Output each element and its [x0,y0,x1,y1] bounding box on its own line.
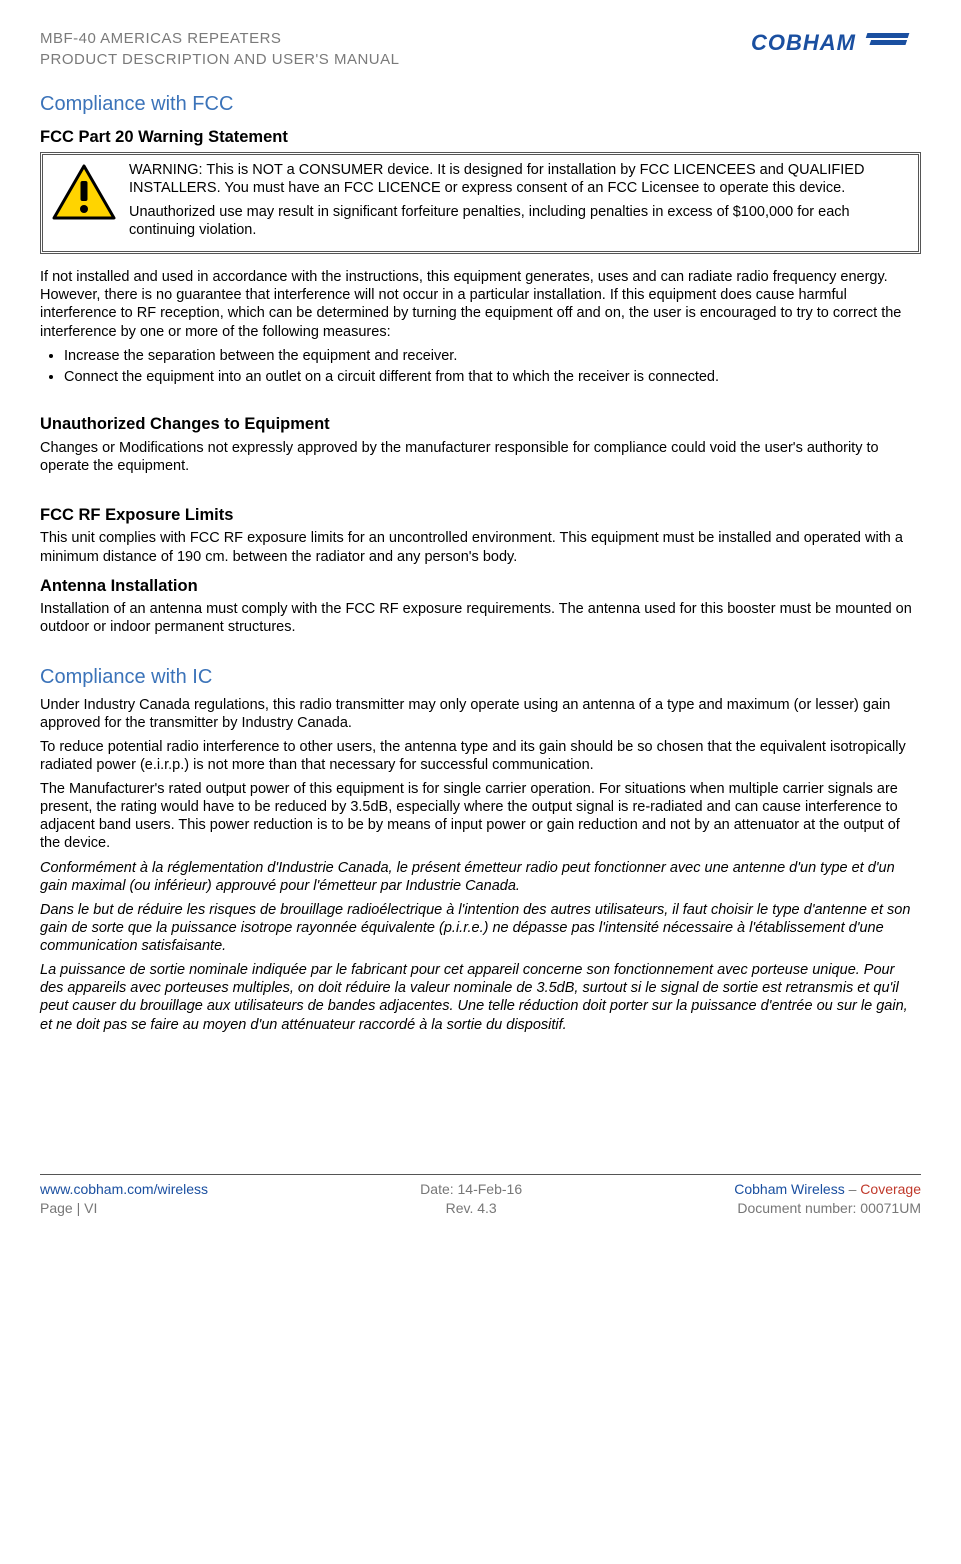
ic-french-paragraph-1: Conformément à la réglementation d'Indus… [40,859,921,895]
footer-doc-number: Document number: 00071UM [734,1200,921,1218]
footer-rev: Rev. 4.3 [420,1200,522,1218]
footer-right: Cobham Wireless – Coverage Document numb… [734,1181,921,1218]
ic-paragraph-2: To reduce potential radio interference t… [40,738,921,774]
heading-unauthorized: Unauthorized Changes to Equipment [40,414,921,435]
footer-sep: – [845,1181,861,1197]
header-line1: MBF-40 AMERICAS REPEATERS [40,28,399,49]
warning-paragraph-1: WARNING: This is NOT a CONSUMER device. … [129,161,910,197]
section-title-fcc: Compliance with FCC [40,92,921,117]
warning-triangle-icon [51,163,117,226]
heading-fcc-part20: FCC Part 20 Warning Statement [40,127,921,148]
warning-text: WARNING: This is NOT a CONSUMER device. … [129,161,910,246]
antenna-paragraph: Installation of an antenna must comply w… [40,600,921,636]
footer-left: www.cobham.com/wireless Page | VI [40,1181,208,1218]
interference-paragraph: If not installed and used in accordance … [40,268,921,341]
footer-brand-tag: Coverage [860,1181,921,1197]
footer-url-link[interactable]: www.cobham.com/wireless [40,1181,208,1199]
warning-box: WARNING: This is NOT a CONSUMER device. … [40,152,921,255]
svg-text:COBHAM: COBHAM [751,30,856,55]
footer-center: Date: 14-Feb-16 Rev. 4.3 [420,1181,522,1218]
footer-brand-line: Cobham Wireless – Coverage [734,1181,921,1199]
ic-french-paragraph-3: La puissance de sortie nominale indiquée… [40,961,921,1034]
heading-rf-limits: FCC RF Exposure Limits [40,505,921,526]
page-header: MBF-40 AMERICAS REPEATERS PRODUCT DESCRI… [40,28,921,70]
section-title-ic: Compliance with IC [40,665,921,690]
footer-page-number: Page | VI [40,1200,208,1218]
unauthorized-paragraph: Changes or Modifications not expressly a… [40,439,921,475]
header-left: MBF-40 AMERICAS REPEATERS PRODUCT DESCRI… [40,28,399,70]
ic-paragraph-1: Under Industry Canada regulations, this … [40,696,921,732]
rf-paragraph: This unit complies with FCC RF exposure … [40,529,921,565]
page-footer: www.cobham.com/wireless Page | VI Date: … [40,1174,921,1218]
ic-paragraph-3: The Manufacturer's rated output power of… [40,780,921,853]
heading-antenna: Antenna Installation [40,576,921,597]
footer-brand[interactable]: Cobham Wireless [734,1181,844,1197]
list-item: Connect the equipment into an outlet on … [64,368,921,386]
warning-paragraph-2: Unauthorized use may result in significa… [129,203,910,239]
ic-french-paragraph-2: Dans le but de réduire les risques de br… [40,901,921,955]
list-item: Increase the separation between the equi… [64,347,921,365]
cobham-logo: COBHAM [751,28,921,64]
footer-date: Date: 14-Feb-16 [420,1181,522,1199]
header-line2: PRODUCT DESCRIPTION AND USER'S MANUAL [40,49,399,70]
measures-list: Increase the separation between the equi… [40,347,921,386]
